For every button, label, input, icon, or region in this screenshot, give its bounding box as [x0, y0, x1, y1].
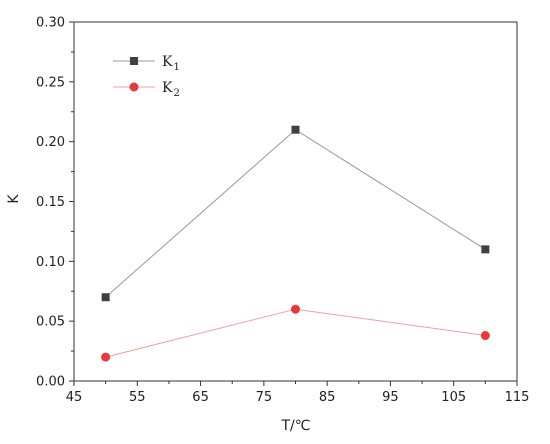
x-tick-label: 65 — [192, 390, 209, 405]
data-point-k2 — [101, 352, 111, 362]
y-axis-title: K — [6, 194, 22, 204]
plot-frame — [73, 21, 518, 382]
series — [101, 125, 490, 362]
x-tick-label: 45 — [66, 390, 83, 405]
data-point-k1 — [101, 293, 110, 302]
legend-label-subscript: 1 — [173, 62, 179, 73]
legend-label-main: K — [162, 54, 173, 70]
tick-labels: 45 55 65 75 85 95 105 115 0.00 0.05 0.10 0.15 0.20 0.… — [36, 16, 529, 406]
x-tick-label: 85 — [319, 390, 336, 405]
y-tick-label: 0.30 — [36, 16, 65, 31]
data-point-k1 — [291, 125, 300, 134]
axis-ticks — [69, 21, 518, 386]
x-axis-title: T/℃ — [281, 418, 311, 434]
x-tick-label: 95 — [382, 390, 399, 405]
x-tick-label: 115 — [505, 390, 530, 405]
legend-marker-k2 — [129, 82, 139, 92]
series-line-k1 — [105, 129, 486, 298]
y-tick-label: 0.25 — [36, 75, 65, 90]
plot-border — [73, 21, 518, 382]
data-point-k1 — [481, 245, 490, 254]
legend-label-k1: K1 — [162, 54, 180, 73]
legend-marker-k1 — [130, 57, 138, 65]
x-tick-label: 55 — [129, 390, 146, 405]
y-tick-label: 0.05 — [36, 315, 65, 330]
legend-label-k2: K2 — [162, 80, 180, 99]
y-tick-label: 0.20 — [36, 135, 65, 150]
x-tick-label: 75 — [256, 390, 273, 405]
y-tick-label: 0.15 — [36, 195, 65, 210]
series-line-k2 — [105, 308, 486, 358]
y-tick-label: 0.10 — [36, 255, 65, 270]
legend-label-subscript: 2 — [173, 88, 179, 99]
legend-label-main: K — [162, 80, 173, 96]
data-point-k2 — [291, 304, 300, 314]
data-point-k2 — [480, 331, 490, 341]
y-tick-label: 0.00 — [36, 375, 65, 390]
x-tick-label: 105 — [441, 390, 466, 405]
